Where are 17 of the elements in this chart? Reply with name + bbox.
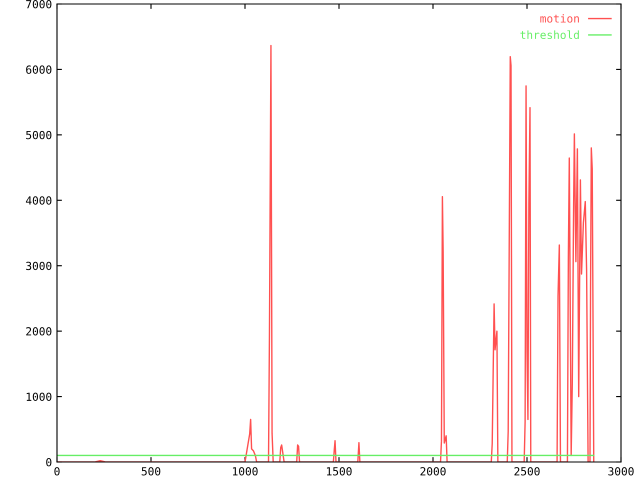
y-tick-label: 1000 [26,392,52,401]
legend-label: threshold [520,30,579,40]
y-tick-label: 7000 [26,0,52,8]
x-tick-label: 2000 [420,467,446,476]
x-tick-label: 3000 [608,467,634,476]
x-tick-label: 500 [142,467,160,476]
x-tick-label: 1500 [326,467,352,476]
y-tick-label: 5000 [26,130,52,140]
y-tick-label: 3000 [26,262,52,270]
legend-label: motion [540,14,579,23]
x-tick-label: 0 [54,467,60,476]
y-tick-label: 6000 [26,65,52,74]
x-tick-label: 2500 [514,467,540,476]
y-tick-label: 4000 [26,196,52,205]
x-tick-label: 1000 [232,467,258,476]
y-tick-label: 2000 [26,327,52,336]
y-tick-label: 0 [46,458,52,466]
